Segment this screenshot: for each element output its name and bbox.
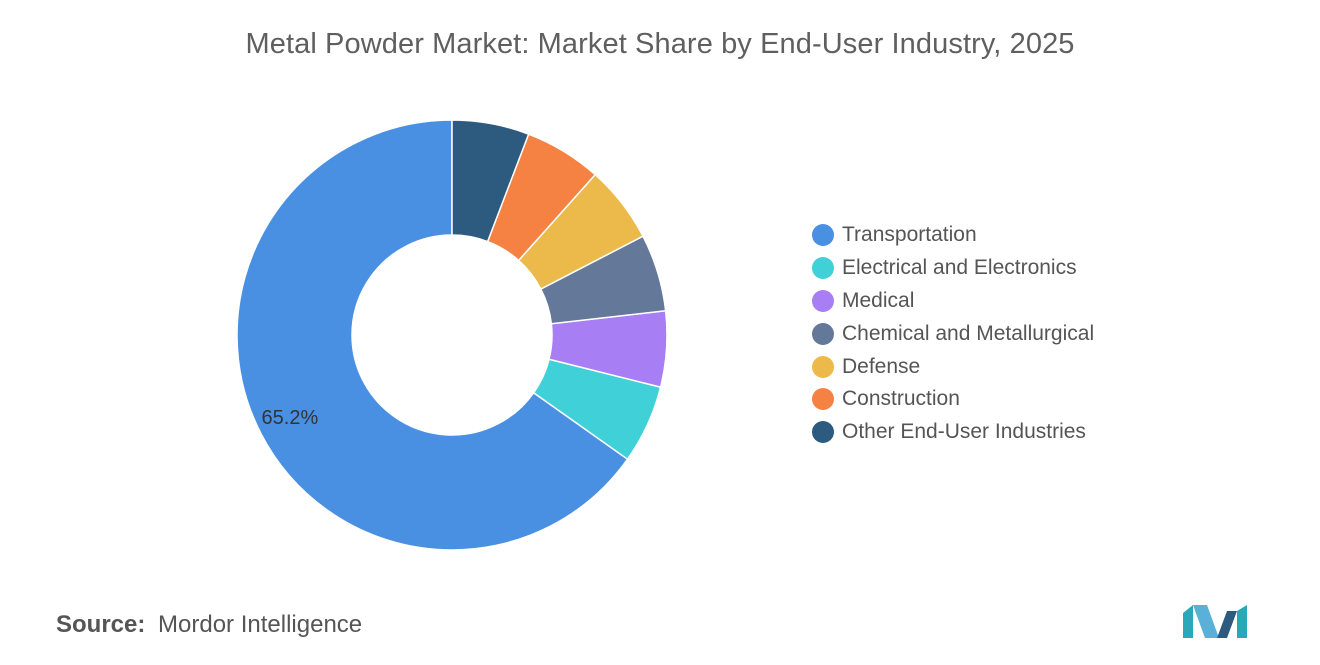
legend-swatch	[812, 289, 834, 312]
donut-data-labels: 65.2%	[262, 407, 319, 429]
legend-item-electrical-and-electronics: Electrical and Electronics	[812, 252, 1094, 285]
legend-label: Other End-User Industries	[842, 420, 1086, 444]
source-note: Source: Mordor Intelligence	[56, 611, 362, 639]
legend-item-other-end-user-industries: Other End-User Industries	[812, 416, 1094, 449]
legend-label: Transportation	[842, 223, 977, 247]
legend-item-transportation: Transportation	[812, 219, 1094, 252]
source-name: Mordor Intelligence	[158, 611, 363, 638]
legend-label: Medical	[842, 288, 915, 312]
legend-item-construction: Construction	[812, 383, 1094, 416]
data-label-transportation: 65.2%	[262, 407, 319, 429]
donut-slice-other-end-user-industries	[451, 119, 530, 243]
legend-swatch	[812, 355, 834, 378]
donut-slice-transportation	[236, 119, 629, 551]
legend-item-defense: Defense	[812, 350, 1094, 383]
legend-swatch	[812, 322, 834, 345]
legend-label: Defense	[842, 354, 921, 378]
source-prefix: Source:	[56, 611, 146, 638]
legend-swatch	[812, 257, 834, 280]
donut-slices	[236, 119, 668, 551]
mordor-intelligence-logo	[1183, 605, 1247, 638]
legend-swatch	[812, 224, 834, 247]
chart-title: Metal Powder Market: Market Share by End…	[245, 28, 1075, 60]
legend: Transportation Electrical and Electronics…	[812, 219, 1094, 449]
legend-item-chemical-and-metallurgical: Chemical and Metallurgical	[812, 317, 1094, 350]
legend-label: Construction	[842, 387, 960, 411]
legend-label: Chemical and Metallurgical	[842, 321, 1095, 345]
legend-label: Electrical and Electronics	[842, 256, 1077, 280]
legend-swatch	[812, 388, 834, 411]
legend-swatch	[812, 421, 834, 444]
legend-item-medical: Medical	[812, 285, 1094, 318]
